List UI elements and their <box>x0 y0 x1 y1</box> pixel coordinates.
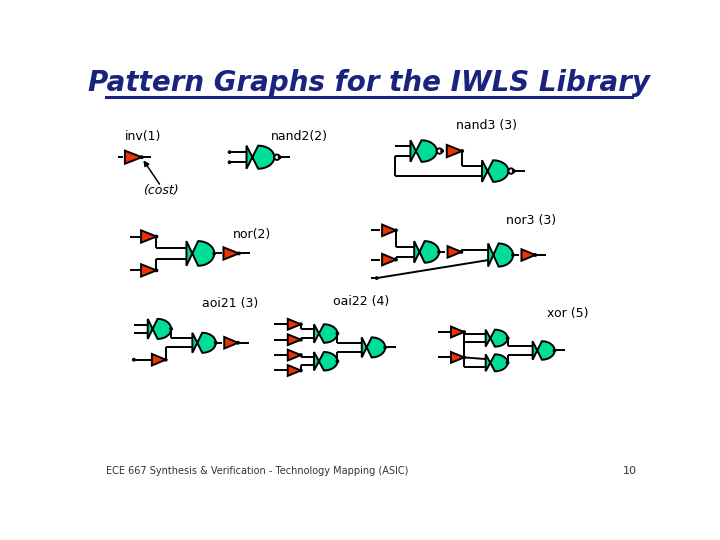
Circle shape <box>155 268 158 272</box>
Circle shape <box>383 346 387 349</box>
Circle shape <box>237 252 240 255</box>
Circle shape <box>299 369 303 373</box>
Circle shape <box>214 341 217 345</box>
Text: Pattern Graphs for the IWLS Library: Pattern Graphs for the IWLS Library <box>88 69 650 97</box>
Polygon shape <box>521 249 535 261</box>
Polygon shape <box>192 333 216 353</box>
Polygon shape <box>288 365 301 376</box>
Circle shape <box>394 258 398 261</box>
Circle shape <box>278 156 282 159</box>
Polygon shape <box>141 264 156 276</box>
Circle shape <box>462 355 466 359</box>
Circle shape <box>228 160 231 164</box>
Polygon shape <box>486 354 508 372</box>
Circle shape <box>505 336 510 340</box>
Circle shape <box>394 228 398 232</box>
Circle shape <box>460 149 464 153</box>
Polygon shape <box>451 352 464 363</box>
Polygon shape <box>533 341 554 360</box>
Polygon shape <box>186 241 215 266</box>
Circle shape <box>512 169 516 173</box>
Polygon shape <box>488 244 513 267</box>
Polygon shape <box>152 354 166 366</box>
Circle shape <box>212 252 216 255</box>
Text: nand2(2): nand2(2) <box>271 130 328 143</box>
Text: xor (5): xor (5) <box>547 307 588 320</box>
Polygon shape <box>482 160 508 182</box>
Text: nand3 (3): nand3 (3) <box>456 119 517 132</box>
Text: nor3 (3): nor3 (3) <box>505 214 556 227</box>
Circle shape <box>440 149 444 153</box>
Polygon shape <box>414 241 439 262</box>
Circle shape <box>155 234 158 239</box>
Circle shape <box>228 150 231 154</box>
Circle shape <box>505 361 510 365</box>
Circle shape <box>511 253 515 257</box>
Polygon shape <box>361 338 385 357</box>
Circle shape <box>336 359 339 363</box>
Polygon shape <box>447 145 462 157</box>
Circle shape <box>299 353 303 357</box>
Circle shape <box>508 168 514 174</box>
Polygon shape <box>288 334 301 345</box>
Circle shape <box>462 330 466 334</box>
Text: inv(1): inv(1) <box>125 130 161 143</box>
Text: nor(2): nor(2) <box>233 228 271 241</box>
Circle shape <box>437 250 441 254</box>
Polygon shape <box>382 254 396 265</box>
Circle shape <box>459 250 464 254</box>
Polygon shape <box>148 319 171 339</box>
Polygon shape <box>486 330 508 347</box>
Polygon shape <box>288 350 301 361</box>
Polygon shape <box>141 231 156 242</box>
Circle shape <box>140 156 144 159</box>
Polygon shape <box>288 319 301 330</box>
Circle shape <box>375 276 379 280</box>
Circle shape <box>437 148 442 154</box>
Circle shape <box>534 253 537 257</box>
Text: ECE 667 Synthesis & Verification - Technology Mapping (ASIC): ECE 667 Synthesis & Verification - Techn… <box>106 467 408 476</box>
Text: (cost): (cost) <box>143 184 179 197</box>
Text: oai22 (4): oai22 (4) <box>333 295 390 308</box>
Polygon shape <box>410 140 437 162</box>
Polygon shape <box>224 337 238 348</box>
Circle shape <box>336 332 339 335</box>
Polygon shape <box>382 225 396 236</box>
Circle shape <box>132 358 136 362</box>
Polygon shape <box>314 325 338 343</box>
Text: 10: 10 <box>623 467 637 476</box>
Circle shape <box>274 154 279 160</box>
Circle shape <box>236 341 240 345</box>
Polygon shape <box>314 352 338 370</box>
Text: aoi21 (3): aoi21 (3) <box>202 298 258 310</box>
Polygon shape <box>448 246 462 258</box>
Polygon shape <box>246 146 274 168</box>
Polygon shape <box>125 151 142 164</box>
Circle shape <box>169 327 173 331</box>
Circle shape <box>163 358 168 362</box>
Circle shape <box>299 338 303 342</box>
Polygon shape <box>223 247 239 260</box>
Circle shape <box>299 322 303 326</box>
Polygon shape <box>451 327 464 338</box>
Circle shape <box>553 348 557 353</box>
